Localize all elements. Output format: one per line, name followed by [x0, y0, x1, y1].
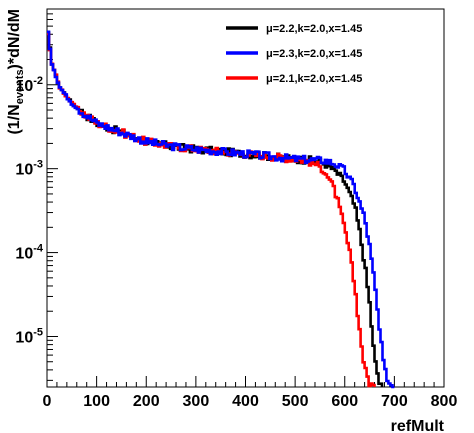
y-tick-label: 10-3: [15, 159, 43, 179]
y-axis-title-pre: (1/N: [6, 104, 23, 134]
legend: μ=2.2,k=2.0,x=1.45 μ=2.3,k=2.0,x=1.45 μ=2.…: [226, 23, 362, 85]
x-tick-label: 0: [43, 393, 52, 410]
legend-label: μ=2.1,k=2.0,x=1.45: [266, 73, 362, 85]
x-tick-label: 300: [183, 393, 210, 410]
y-axis-ticks: 10-2 10-3 10-4 10-5: [15, 8, 58, 381]
y-axis-title-sub: events: [14, 69, 26, 104]
legend-label: μ=2.2,k=2.0,x=1.45: [266, 23, 362, 35]
x-axis-title: refMult: [391, 418, 445, 433]
series-line: [47, 31, 384, 387]
x-tick-label: 500: [282, 393, 309, 410]
y-tick-label: 10-5: [15, 326, 43, 346]
x-tick-label: 400: [232, 393, 259, 410]
plot-frame: [46, 8, 445, 388]
series-line: [47, 30, 395, 389]
y-tick-label: 10-4: [15, 243, 43, 263]
series-layer: [47, 30, 395, 389]
x-axis-ticks: 0 100 200 300 400 500 600 700 800: [43, 376, 458, 410]
y-axis-title-post: )*dN/dM: [6, 9, 23, 69]
x-tick-label: 600: [331, 393, 358, 410]
y-axis-title: (1/Nevents)*dN/dM: [6, 9, 26, 135]
x-tick-label: 800: [431, 393, 458, 410]
x-tick-label: 200: [133, 393, 160, 410]
y-tick-label: 10-2: [15, 75, 43, 95]
series-line: [47, 32, 376, 388]
x-tick-label: 100: [83, 393, 110, 410]
x-tick-label: 700: [381, 393, 408, 410]
legend-label: μ=2.3,k=2.0,x=1.45: [266, 48, 362, 60]
